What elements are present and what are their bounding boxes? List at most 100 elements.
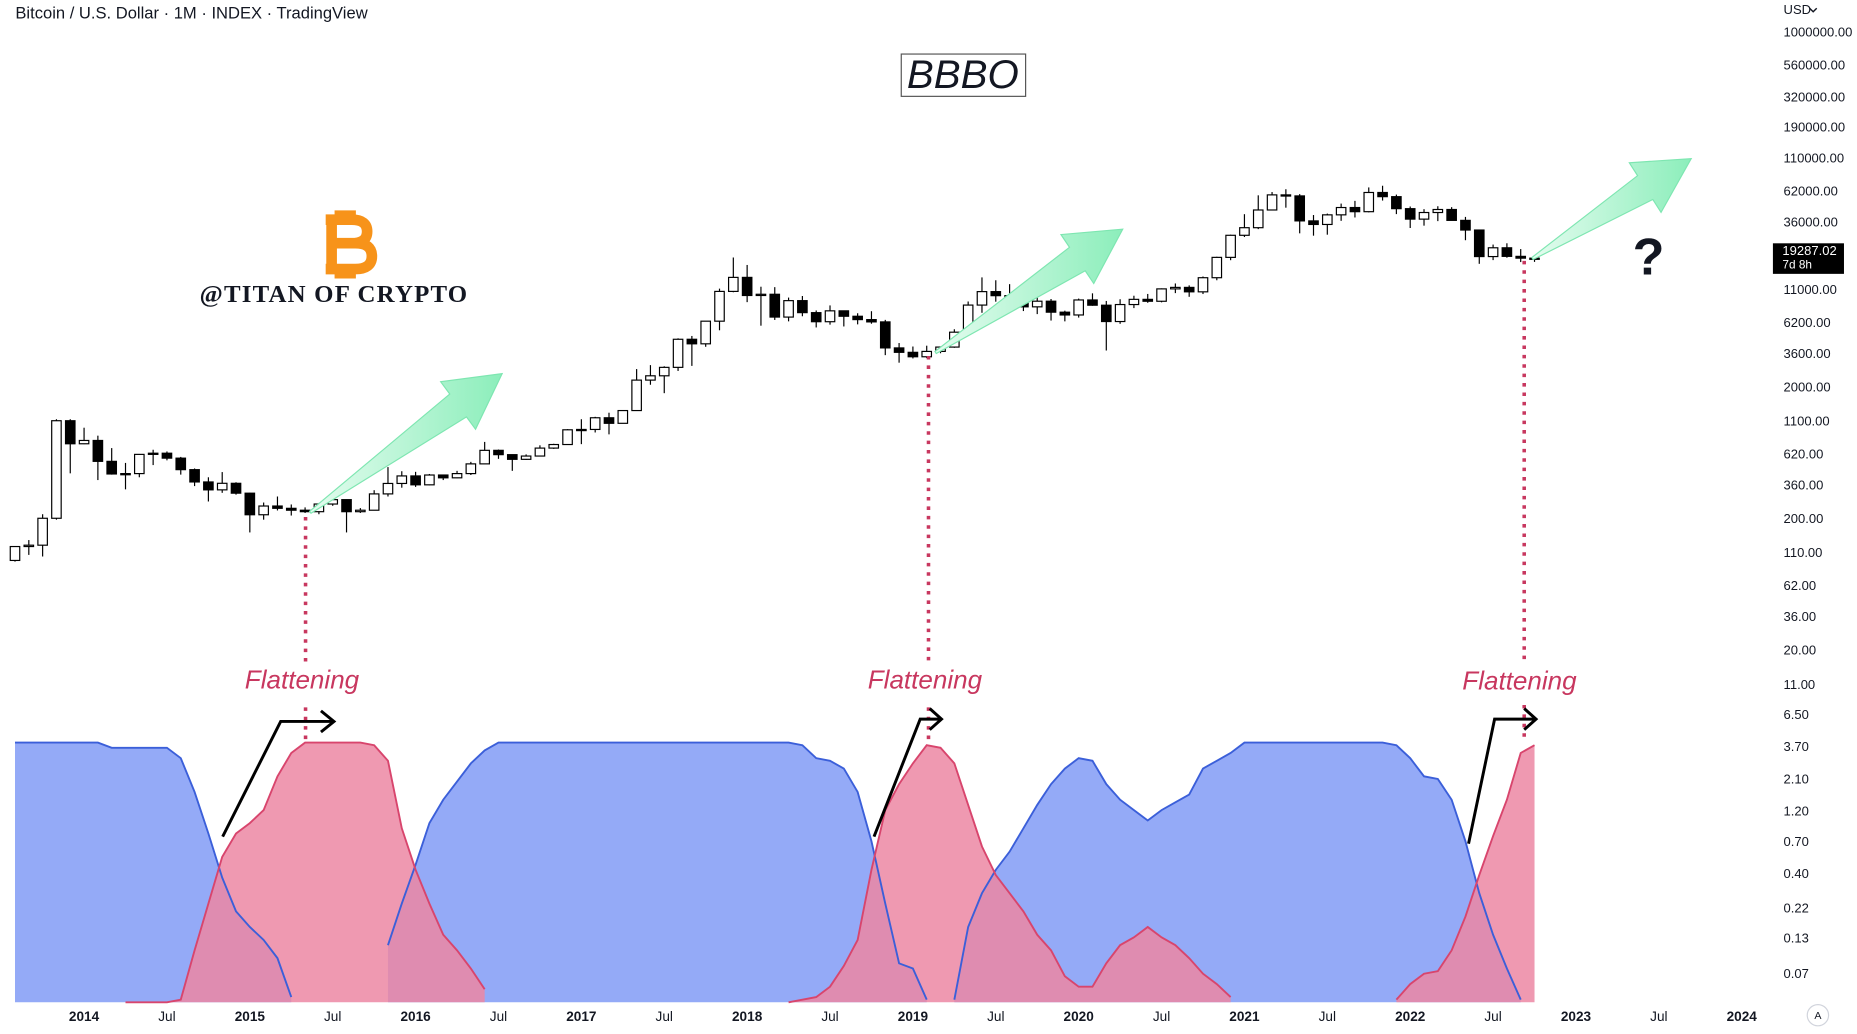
x-tick-label: 2015 <box>235 1009 266 1024</box>
y-tick-label: 0.07 <box>1784 966 1809 981</box>
candle-body <box>1294 195 1306 222</box>
candle-body <box>1156 288 1167 302</box>
candle-body <box>1170 286 1181 290</box>
x-tick-label: 2022 <box>1395 1009 1425 1024</box>
candle-body <box>1114 303 1126 323</box>
arrow-head <box>320 709 337 734</box>
candle-body <box>299 509 311 513</box>
y-tick-label: 3.70 <box>1784 739 1809 754</box>
candle-body <box>1045 300 1057 313</box>
indicator-area <box>954 742 1521 1003</box>
candle-body <box>990 291 1002 297</box>
projection-arrow <box>1531 157 1693 261</box>
y-tick-label: 36.00 <box>1784 609 1817 624</box>
x-tick-label: 2018 <box>732 1009 763 1024</box>
y-tick-label: 62.00 <box>1784 578 1817 593</box>
trend-arrow <box>1467 717 1537 844</box>
candle-body <box>589 417 601 431</box>
candle-body <box>1059 311 1071 316</box>
candle-body <box>1211 256 1223 279</box>
y-tick-label: 2000.00 <box>1784 380 1831 395</box>
candle-body <box>64 420 76 445</box>
candle-body <box>1197 277 1209 293</box>
candle-body <box>1073 299 1084 316</box>
candle-body <box>203 481 214 491</box>
y-tick-label: 1100.00 <box>1784 414 1830 429</box>
candle-body <box>866 319 877 323</box>
price-pane <box>9 185 1540 562</box>
currency-menu[interactable]: USD <box>1784 2 1811 17</box>
candle-body <box>755 293 767 297</box>
candle-body <box>506 454 518 460</box>
y-tick-label: 110000.00 <box>1784 151 1845 166</box>
candle-body <box>410 475 421 486</box>
candle-body <box>368 493 380 511</box>
flattening-label: Flattening <box>1462 668 1577 696</box>
y-tick-label: 0.40 <box>1784 866 1809 881</box>
candle-body <box>824 310 836 323</box>
x-tick-label: 2016 <box>400 1009 431 1024</box>
candle-body <box>1087 299 1098 306</box>
candle-body <box>1349 206 1361 213</box>
candle-body <box>617 409 629 424</box>
candle-body <box>797 300 808 314</box>
candle-body <box>1252 209 1264 229</box>
auto-scale-label[interactable]: A <box>1814 1010 1822 1022</box>
price-badge <box>1772 243 1844 274</box>
candle-body <box>631 379 642 412</box>
x-tick-label: 2020 <box>1064 1009 1094 1024</box>
x-tick-label: Jul <box>490 1009 507 1024</box>
candle-body <box>1404 208 1416 220</box>
y-tick-label: 360.00 <box>1784 478 1824 493</box>
candle-body <box>175 457 187 471</box>
candle-body <box>285 507 297 511</box>
candle-body <box>23 544 35 548</box>
candle-body <box>1363 191 1375 213</box>
candle-body <box>230 482 242 494</box>
candle-body <box>479 449 490 465</box>
x-tick-label: Jul <box>1319 1009 1336 1024</box>
candle-body <box>1321 214 1333 226</box>
x-tick-label: Jul <box>1153 1009 1170 1024</box>
chart-title: Bitcoin / U.S. Dollar · 1M · INDEX · Tra… <box>15 4 367 22</box>
indicator-pane <box>14 741 1535 1004</box>
candle-body <box>700 320 712 345</box>
candle-body <box>548 443 560 449</box>
candle-body <box>921 350 933 358</box>
y-tick-label: 190000.00 <box>1784 119 1846 134</box>
candle-body <box>272 505 283 509</box>
indicator-area <box>788 745 1231 1003</box>
candle-body <box>133 453 145 475</box>
candle-body <box>1280 194 1292 197</box>
arrow-head <box>1523 707 1539 731</box>
candle-body <box>1377 191 1388 198</box>
auto-scale-button[interactable] <box>1806 1004 1830 1027</box>
candle-body <box>1446 208 1457 221</box>
y-tick-label: 62000.00 <box>1784 183 1838 198</box>
candle-body <box>1335 206 1347 216</box>
candle-body <box>741 276 753 297</box>
x-tick-label: 2021 <box>1229 1009 1260 1024</box>
y-tick-label: 620.00 <box>1784 446 1824 461</box>
candle-body <box>341 499 352 513</box>
candle-body <box>37 517 48 546</box>
candle-body <box>1515 255 1527 259</box>
y-tick-label: 200.00 <box>1784 511 1824 526</box>
indicator-line <box>125 741 1535 1004</box>
candle-body <box>1460 219 1471 231</box>
watermark-title: BBBO <box>907 53 1019 97</box>
annotations: Bitcoin / U.S. Dollar · 1M · INDEX · Tra… <box>15 2 1844 1027</box>
x-tick-label: 2019 <box>898 1009 929 1024</box>
candle-body <box>1183 286 1195 293</box>
candle-body <box>78 439 90 445</box>
candle-body <box>1239 227 1250 236</box>
projection-arrow <box>934 228 1124 355</box>
candle-body <box>769 293 781 318</box>
y-tick-label: 1000000.00 <box>1784 24 1853 39</box>
candle-body <box>1391 196 1402 210</box>
candle-body <box>51 420 62 519</box>
candle-body <box>562 429 573 446</box>
candle-body <box>1031 300 1043 308</box>
